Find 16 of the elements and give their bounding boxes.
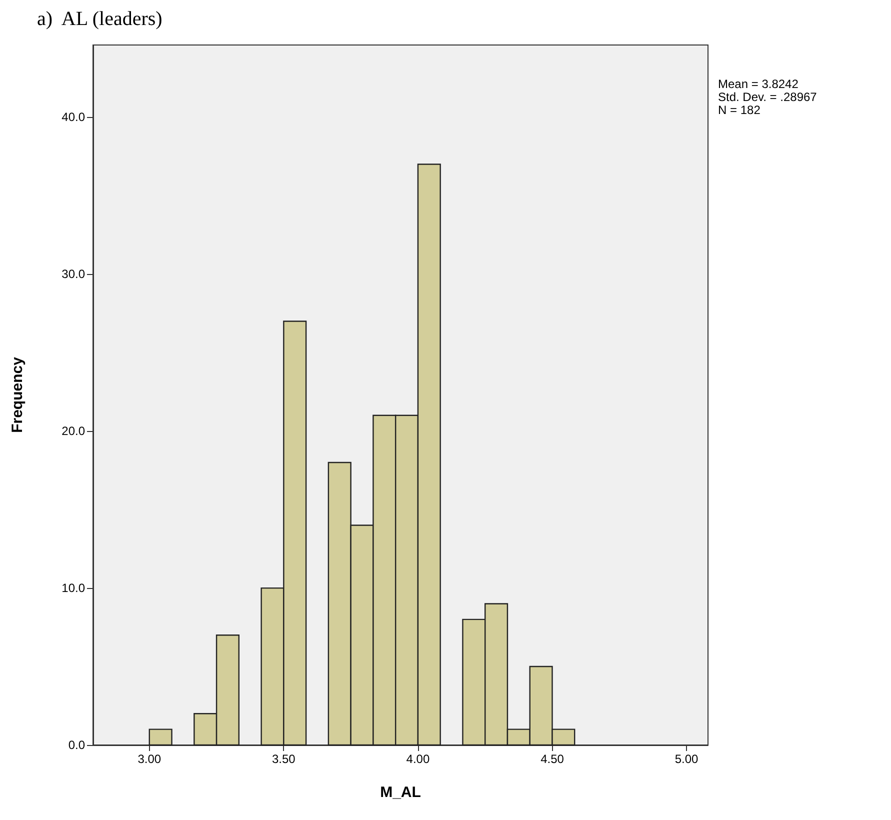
y-axis-title: Frequency (9, 356, 26, 433)
text: N = 182 (718, 103, 761, 117)
text: Std. Dev. = .28967 (718, 90, 818, 104)
x-axis-title: M_AL (380, 784, 421, 801)
y-tick-label: 10.0 (62, 581, 86, 596)
chart-title: a) AL (leaders) (37, 8, 162, 30)
y-tick-label: 30.0 (62, 267, 86, 282)
text: Mean = 3.8242 (718, 77, 799, 91)
y-tick-label: 20.0 (62, 424, 86, 438)
x-tick-label: 4.00 (406, 752, 430, 766)
x-tick-label: 3.00 (138, 752, 162, 766)
x-tick-label: 3.50 (272, 752, 296, 766)
y-tick-label: 40.0 (62, 110, 86, 124)
x-tick-label: 4.50 (540, 752, 564, 766)
y-tick-label: 0.0 (68, 738, 86, 752)
x-tick-label: 5.00 (674, 752, 699, 766)
